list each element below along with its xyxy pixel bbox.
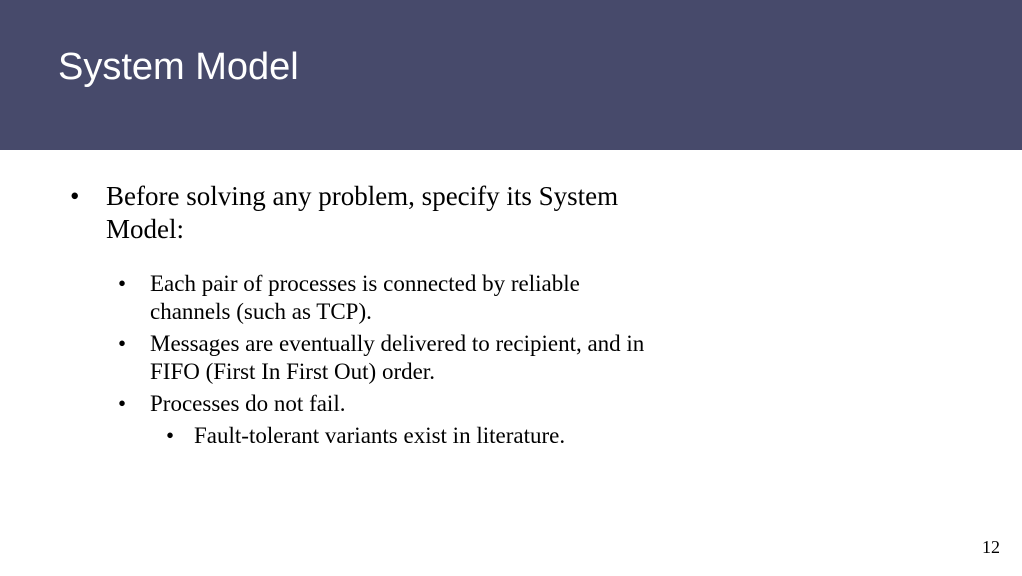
body-area: • Before solving any problem, specify it… bbox=[70, 180, 770, 450]
page-number: 12 bbox=[982, 537, 1000, 558]
bullet-level3: • Fault-tolerant variants exist in liter… bbox=[166, 422, 770, 450]
slide-title: System Model bbox=[58, 46, 299, 89]
bullet-dot-icon: • bbox=[118, 330, 150, 386]
bullet-text: Before solving any problem, specify its … bbox=[106, 180, 626, 246]
bullet-dot-icon: • bbox=[166, 422, 194, 450]
title-band: System Model bbox=[0, 0, 1022, 150]
bullet-text: Messages are eventually delivered to rec… bbox=[150, 330, 650, 386]
bullet-text: Processes do not fail. bbox=[150, 390, 345, 418]
bullet-level2: • Messages are eventually delivered to r… bbox=[118, 330, 770, 386]
sub-bullets: • Each pair of processes is connected by… bbox=[118, 270, 770, 450]
bullet-dot-icon: • bbox=[118, 270, 150, 326]
bullet-level2: • Each pair of processes is connected by… bbox=[118, 270, 770, 326]
bullet-dot-icon: • bbox=[118, 390, 150, 418]
sub-sub-bullets: • Fault-tolerant variants exist in liter… bbox=[166, 422, 770, 450]
bullet-level1: • Before solving any problem, specify it… bbox=[70, 180, 770, 246]
bullet-dot-icon: • bbox=[70, 180, 106, 246]
slide: System Model • Before solving any proble… bbox=[0, 0, 1022, 576]
bullet-text: Fault-tolerant variants exist in literat… bbox=[194, 422, 565, 450]
bullet-level2: • Processes do not fail. bbox=[118, 390, 770, 418]
bullet-text: Each pair of processes is connected by r… bbox=[150, 270, 650, 326]
